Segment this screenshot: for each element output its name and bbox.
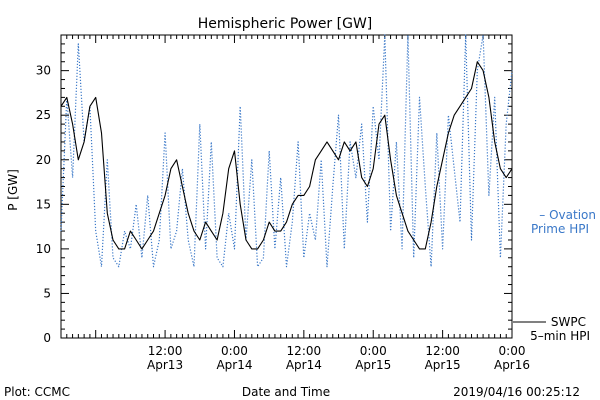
x-tick-label-time: 12:00: [287, 344, 322, 358]
x-axis: 12:00Apr130:00Apr1412:00Apr140:00Apr1512…: [60, 35, 530, 372]
x-tick-label-date: Apr15: [355, 358, 391, 372]
x-tick-label-date: Apr13: [147, 358, 183, 372]
y-tick-label: 15: [36, 197, 51, 211]
y-tick-label: 5: [43, 286, 51, 300]
y-tick-label: 25: [36, 108, 51, 122]
series-layer: [60, 34, 513, 268]
series-ovation-prime-line: [60, 34, 513, 268]
x-tick-label-date: Apr14: [286, 358, 322, 372]
y-tick-label: 10: [36, 242, 51, 256]
legend-swpc-line2: 5–min HPI: [530, 329, 590, 343]
y-tick-label: 20: [36, 153, 51, 167]
x-tick-label-date: Apr16: [494, 358, 530, 372]
legend-swpc-line1: SWPC: [551, 315, 586, 329]
x-tick-label-date: Apr15: [425, 358, 461, 372]
y-axis: 0 5 10 15 20 25 30: [36, 34, 512, 345]
series-swpc-line: [60, 61, 513, 250]
y-axis-label: P [GW]: [6, 169, 20, 211]
legend-ovation-line2: Prime HPI: [531, 222, 589, 236]
legend-ovation-line1: – Ovation: [539, 208, 596, 222]
footer-plot-credit: Plot: CCMC: [4, 385, 70, 399]
legend: – Ovation Prime HPI SWPC 5–min HPI: [513, 208, 596, 343]
x-tick-label-date: Apr14: [216, 358, 252, 372]
chart-title: Hemispheric Power [GW]: [198, 16, 373, 32]
x-tick-label-time: 12:00: [425, 344, 460, 358]
x-axis-label: Date and Time: [242, 385, 330, 399]
x-tick-label-time: 0:00: [221, 344, 248, 358]
y-tick-label: 30: [36, 64, 51, 78]
y-tick-label: 0: [43, 331, 51, 345]
x-tick-label-time: 0:00: [360, 344, 387, 358]
x-tick-label-time: 12:00: [148, 344, 183, 358]
plot-area-frame: [60, 34, 513, 339]
x-tick-label-time: 0:00: [499, 344, 526, 358]
footer-timestamp: 2019/04/16 00:25:12: [453, 385, 580, 399]
